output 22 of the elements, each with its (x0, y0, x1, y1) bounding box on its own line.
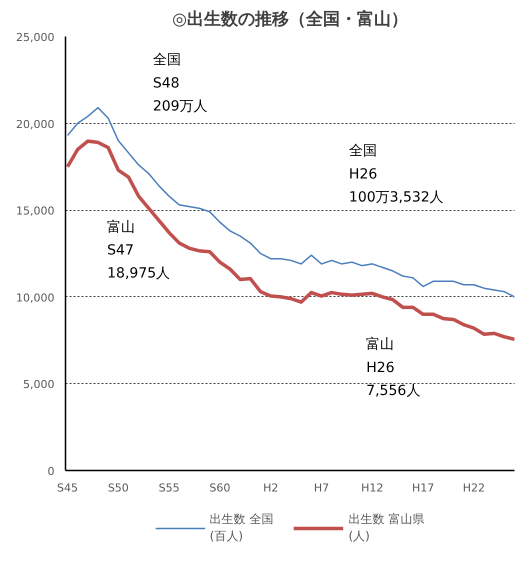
x-tick-label: H22 (462, 482, 486, 494)
legend-label: 出生数 全国 (百人) (210, 511, 274, 545)
y-tick-label: 25,000 (16, 31, 55, 44)
legend-label: 出生数 富山県 (人) (348, 511, 424, 545)
x-tick-label: H17 (412, 482, 434, 494)
x-tick-label: H12 (361, 482, 384, 494)
x-tick-label: S55 (158, 482, 180, 494)
annotation: 富山 S47 18,975人 (107, 219, 170, 282)
y-tick-label: 20,000 (16, 118, 55, 131)
x-tick-label: S45 (57, 482, 78, 494)
annotation: 富山 H26 7,556人 (366, 336, 420, 400)
chart-title: ◎出生数の推移（全国・富山） (172, 10, 408, 30)
y-tick-label: 10,000 (16, 291, 55, 304)
x-tick-label: S50 (108, 482, 129, 494)
annotation: 全国 H26 100万3,532人 (348, 143, 444, 206)
x-tick-label: H2 (263, 482, 278, 494)
y-tick-label: 15,000 (16, 204, 55, 218)
x-tick-label: S60 (209, 482, 230, 494)
x-tick-label: H7 (314, 482, 330, 494)
y-tick-label: 0 (48, 465, 54, 478)
y-tick-label: 5,000 (23, 378, 55, 392)
annotation: 全国 S48 209万人 (152, 52, 208, 115)
